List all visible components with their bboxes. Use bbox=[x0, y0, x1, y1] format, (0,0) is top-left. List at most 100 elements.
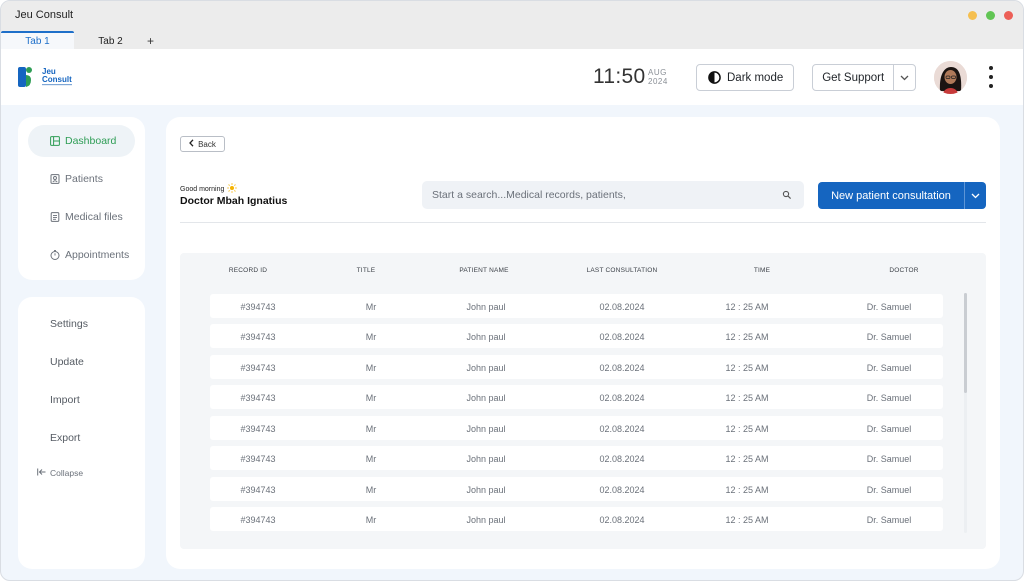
cell-time: 12 : 25 AM bbox=[725, 393, 769, 403]
minimize-button[interactable] bbox=[968, 11, 977, 20]
divider bbox=[180, 222, 986, 223]
cell-last-consultation: 02.08.2024 bbox=[599, 332, 645, 342]
column-header[interactable]: TITLE bbox=[356, 267, 376, 274]
svg-text:Consult: Consult bbox=[42, 75, 72, 84]
cell-doctor: Dr. Samuel bbox=[866, 332, 912, 342]
column-header[interactable]: LAST CONSULTATION bbox=[586, 267, 658, 274]
column-header[interactable]: DOCTOR bbox=[889, 267, 919, 274]
cell-record-id: #394743 bbox=[240, 332, 276, 342]
cell-doctor: Dr. Samuel bbox=[866, 363, 912, 373]
table-row[interactable]: #394743 Mr John paul 02.08.2024 12 : 25 … bbox=[210, 507, 943, 531]
dark-mode-label: Dark mode bbox=[727, 71, 784, 84]
chevron-down-icon[interactable] bbox=[893, 64, 915, 91]
app-logo[interactable]: Jeu Consult bbox=[18, 65, 78, 89]
cell-record-id: #394743 bbox=[240, 454, 276, 464]
cell-patient-name: John paul bbox=[466, 332, 506, 342]
column-header[interactable]: TIME bbox=[753, 267, 771, 274]
sidebar-item-dashboard[interactable]: Dashboard bbox=[28, 125, 135, 157]
cell-record-id: #394743 bbox=[240, 393, 276, 403]
svg-text:Jeu: Jeu bbox=[42, 67, 56, 76]
export-item[interactable]: Export bbox=[50, 432, 81, 444]
new-tab-button[interactable]: + bbox=[147, 34, 155, 48]
cell-title: Mr bbox=[365, 485, 377, 495]
sidebar-item-appointments[interactable]: Appointments bbox=[28, 239, 135, 271]
sidebar-item-label: Appointments bbox=[65, 249, 130, 261]
collapse-button[interactable]: Collapse bbox=[37, 468, 83, 478]
back-button[interactable]: Back bbox=[180, 136, 225, 152]
cell-time: 12 : 25 AM bbox=[725, 454, 769, 464]
cell-doctor: Dr. Samuel bbox=[866, 454, 912, 464]
cell-record-id: #394743 bbox=[240, 485, 276, 495]
tab-1[interactable]: Tab 1 bbox=[1, 31, 74, 49]
search-icon[interactable] bbox=[782, 190, 792, 200]
tab-label: Tab 1 bbox=[25, 36, 50, 47]
clock-time: 11:50 bbox=[593, 65, 646, 88]
sidebar-item-patients[interactable]: Patients bbox=[28, 163, 135, 195]
cell-title: Mr bbox=[365, 363, 377, 373]
table-row[interactable]: #394743 Mr John paul 02.08.2024 12 : 25 … bbox=[210, 477, 943, 501]
collapse-icon bbox=[37, 468, 46, 478]
cell-patient-name: John paul bbox=[466, 454, 506, 464]
table-row[interactable]: #394743 Mr John paul 02.08.2024 12 : 25 … bbox=[210, 416, 943, 440]
dark-mode-button[interactable]: Dark mode bbox=[696, 64, 794, 91]
table-row[interactable]: #394743 Mr John paul 02.08.2024 12 : 25 … bbox=[210, 446, 943, 470]
cell-doctor: Dr. Samuel bbox=[866, 424, 912, 434]
sidebar-item-medical-files[interactable]: Medical files bbox=[28, 201, 135, 233]
clock-month: AUG bbox=[648, 68, 667, 77]
column-header[interactable]: RECORD ID bbox=[228, 267, 268, 274]
scrollbar-track[interactable] bbox=[964, 293, 967, 533]
cell-patient-name: John paul bbox=[466, 424, 506, 434]
chevron-left-icon bbox=[189, 139, 194, 149]
cell-title: Mr bbox=[365, 332, 377, 342]
dashboard-icon bbox=[50, 136, 60, 146]
app-header: Jeu Consult 11:50 AUG 2024 Dark mode Get… bbox=[1, 49, 1023, 105]
cell-title: Mr bbox=[365, 515, 377, 525]
table-row[interactable]: #394743 Mr John paul 02.08.2024 12 : 25 … bbox=[210, 385, 943, 409]
sidebar-settings: Settings Update Import Export Collapse bbox=[18, 297, 145, 569]
cell-record-id: #394743 bbox=[240, 363, 276, 373]
tab-2[interactable]: Tab 2 bbox=[74, 31, 147, 49]
cell-patient-name: John paul bbox=[466, 363, 506, 373]
title-bar: Jeu Consult bbox=[1, 1, 1023, 31]
chevron-down-icon[interactable] bbox=[964, 182, 986, 209]
cell-doctor: Dr. Samuel bbox=[866, 515, 912, 525]
settings-item[interactable]: Settings bbox=[50, 318, 88, 330]
cell-title: Mr bbox=[365, 454, 377, 464]
file-icon bbox=[50, 212, 60, 222]
cell-record-id: #394743 bbox=[240, 302, 276, 312]
cell-time: 12 : 25 AM bbox=[725, 332, 769, 342]
import-item[interactable]: Import bbox=[50, 394, 80, 406]
table-row[interactable]: #394743 Mr John paul 02.08.2024 12 : 25 … bbox=[210, 294, 943, 318]
new-consultation-button[interactable]: New patient consultation bbox=[818, 182, 986, 209]
cell-time: 12 : 25 AM bbox=[725, 302, 769, 312]
tab-label: Tab 2 bbox=[98, 36, 123, 47]
collapse-label: Collapse bbox=[50, 468, 84, 478]
user-avatar[interactable] bbox=[934, 61, 967, 94]
back-label: Back bbox=[198, 139, 216, 149]
column-header[interactable]: PATIENT NAME bbox=[459, 267, 509, 274]
more-menu-icon[interactable] bbox=[986, 66, 996, 88]
cell-doctor: Dr. Samuel bbox=[866, 302, 912, 312]
table-row[interactable]: #394743 Mr John paul 02.08.2024 12 : 25 … bbox=[210, 355, 943, 379]
cell-time: 12 : 25 AM bbox=[725, 363, 769, 373]
cell-title: Mr bbox=[365, 302, 377, 312]
contrast-icon bbox=[708, 71, 721, 84]
greeting: Good morning bbox=[180, 183, 238, 195]
cell-title: Mr bbox=[365, 424, 377, 434]
cell-record-id: #394743 bbox=[240, 515, 276, 525]
close-button[interactable] bbox=[1004, 11, 1013, 20]
greeting-text: Good morning bbox=[180, 186, 225, 193]
cell-last-consultation: 02.08.2024 bbox=[599, 485, 645, 495]
maximize-button[interactable] bbox=[986, 11, 995, 20]
scrollbar-thumb[interactable] bbox=[964, 293, 967, 393]
cell-time: 12 : 25 AM bbox=[725, 485, 769, 495]
doctor-name: Doctor Mbah Ignatius bbox=[180, 195, 288, 207]
clock-year: 2024 bbox=[648, 77, 668, 86]
search-input[interactable]: Start a search...Medical records, patien… bbox=[422, 181, 804, 209]
get-support-button[interactable]: Get Support bbox=[812, 64, 916, 91]
cell-doctor: Dr. Samuel bbox=[866, 393, 912, 403]
table-row[interactable]: #394743 Mr John paul 02.08.2024 12 : 25 … bbox=[210, 324, 943, 348]
get-support-label: Get Support bbox=[822, 71, 885, 84]
sidebar-item-label: Dashboard bbox=[65, 135, 117, 147]
update-item[interactable]: Update bbox=[50, 356, 84, 368]
